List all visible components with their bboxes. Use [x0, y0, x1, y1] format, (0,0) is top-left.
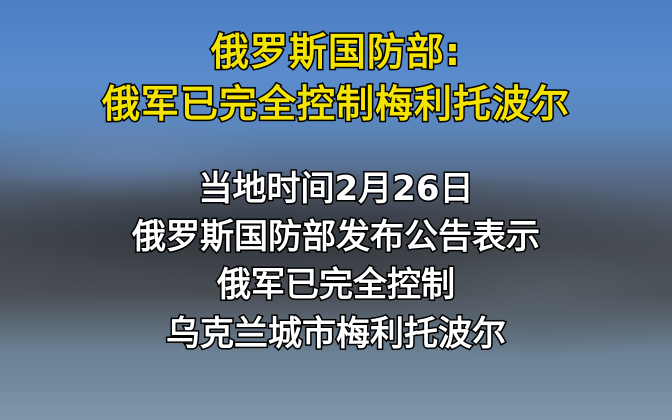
background-blur-sky-patch	[0, 110, 280, 200]
caption-line-1: 当地时间2月26日	[197, 169, 475, 209]
caption-line-4: 乌克兰城市梅利托波尔	[165, 314, 508, 354]
background-blur-light-patch	[380, 240, 672, 360]
headline-line-2: 俄军已完全控制梅利托波尔	[100, 82, 570, 126]
headline-line-1: 俄罗斯国防部:	[209, 30, 462, 74]
caption-line-3: 俄军已完全控制	[216, 265, 457, 305]
caption-line-2: 俄罗斯国防部发布公告表示	[131, 217, 542, 257]
